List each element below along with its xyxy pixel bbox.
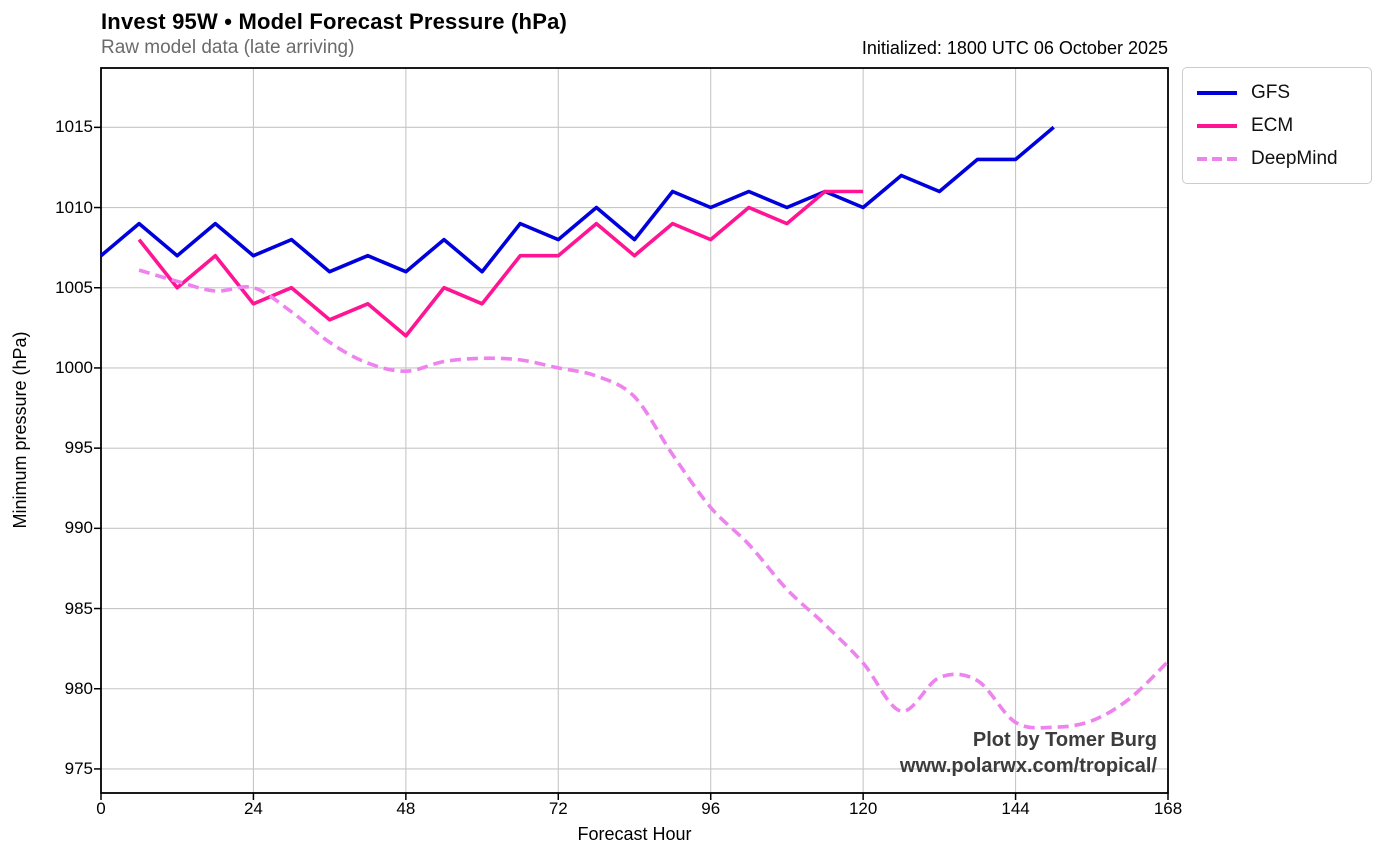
y-tick-label: 980 [64, 678, 93, 698]
series-line-gfs [99, 125, 1055, 274]
y-tick-label: 1015 [55, 117, 93, 137]
legend-label: ECM [1251, 114, 1294, 136]
x-tick-label: 144 [1001, 799, 1030, 818]
y-tick-label: 990 [64, 518, 93, 538]
legend-item-deepmind: DeepMind [1196, 142, 1358, 175]
y-tick-label: 985 [64, 598, 93, 618]
chart-title: Invest 95W • Model Forecast Pressure (hP… [101, 9, 568, 34]
x-tick-label: 120 [848, 799, 878, 818]
x-axis-label: Forecast Hour [577, 824, 692, 844]
y-tick-label: 1000 [55, 357, 93, 377]
legend-item-ecm: ECM [1196, 109, 1358, 142]
y-tick-label: 995 [64, 438, 93, 458]
watermark-credit: Plot by Tomer Burg [972, 729, 1157, 751]
x-tick-label: 24 [243, 799, 263, 818]
watermark-url: www.polarwx.com/tropical/ [899, 755, 1157, 777]
init-time-label: Initialized: 1800 UTC 06 October 2025 [861, 38, 1168, 58]
legend-swatch-gfs-line [1197, 90, 1237, 95]
x-tick-label: 168 [1153, 799, 1183, 818]
y-tick-label: 1010 [55, 197, 93, 217]
x-tick-label: 96 [701, 799, 721, 818]
chart-subtitle: Raw model data (late arriving) [101, 37, 355, 58]
legend-label: DeepMind [1251, 147, 1338, 169]
y-tick-label: 975 [64, 758, 93, 778]
axes-border [100, 67, 1169, 794]
legend-swatch-ecm-line [1197, 123, 1237, 128]
series-line-deepmind [138, 268, 1170, 730]
legend: GFS ECM DeepMind [1182, 67, 1372, 184]
x-tick-label: 0 [96, 799, 106, 818]
y-tick-label: 1005 [55, 277, 93, 297]
legend-label: GFS [1251, 81, 1291, 103]
legend-item-gfs: GFS [1196, 76, 1358, 109]
series-line-ecm [137, 189, 864, 338]
x-tick-label: 48 [396, 799, 416, 818]
legend-swatch-deepmind-line [1197, 156, 1237, 161]
x-tick-label: 72 [548, 799, 568, 818]
